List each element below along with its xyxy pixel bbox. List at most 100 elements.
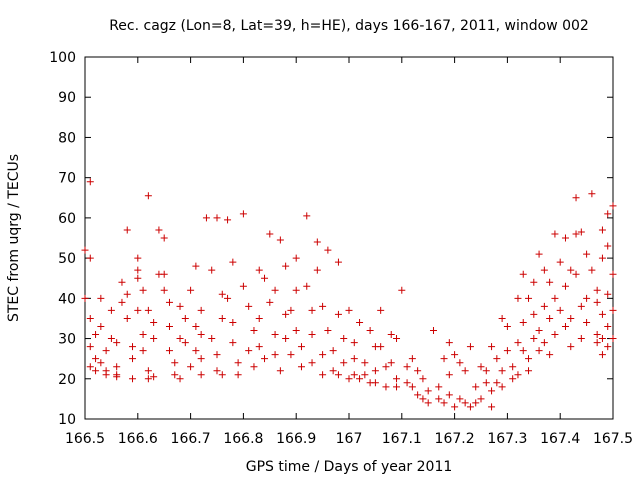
data-point [387, 331, 395, 339]
data-point [271, 286, 279, 294]
data-point [181, 339, 189, 347]
data-point [292, 327, 300, 335]
data-point [213, 351, 221, 359]
data-point [261, 355, 269, 363]
data-point [350, 355, 358, 363]
data-point [567, 266, 575, 274]
data-point [503, 347, 511, 355]
data-point [176, 302, 184, 310]
data-point [514, 371, 522, 379]
data-point [472, 399, 480, 407]
data-point [282, 335, 290, 343]
data-point [477, 395, 485, 403]
data-point [593, 331, 601, 339]
data-point [387, 359, 395, 367]
data-point [250, 363, 258, 371]
data-point [361, 359, 369, 367]
data-point [598, 226, 606, 234]
data-point [86, 343, 94, 351]
data-point [255, 314, 263, 322]
y-tick-label: 80 [58, 130, 76, 146]
data-point [144, 306, 152, 314]
data-point [598, 351, 606, 359]
data-point [218, 290, 226, 298]
tick-marks [84, 56, 614, 420]
data-point [334, 258, 342, 266]
data-point [419, 395, 427, 403]
data-point [519, 270, 527, 278]
data-point [266, 230, 274, 238]
data-point [414, 367, 422, 375]
data-point [282, 262, 290, 270]
data-point [297, 363, 305, 371]
y-tick-label: 90 [58, 90, 76, 106]
data-point [150, 373, 158, 381]
data-point [598, 310, 606, 318]
data-point [345, 375, 353, 383]
x-tick-label: 166.7 [171, 431, 211, 447]
data-point [181, 314, 189, 322]
data-point [150, 335, 158, 343]
y-tick-label: 40 [58, 291, 76, 307]
data-point [456, 395, 464, 403]
data-point [567, 343, 575, 351]
data-point [340, 335, 348, 343]
data-point [160, 270, 168, 278]
data-point [377, 343, 385, 351]
data-point [424, 387, 432, 395]
data-point [350, 371, 358, 379]
data-point [451, 351, 459, 359]
data-point [97, 322, 105, 330]
data-point [604, 242, 612, 250]
x-tick-label: 167.3 [487, 431, 527, 447]
data-point [319, 302, 327, 310]
x-tick-label: 167.4 [540, 431, 580, 447]
data-point [588, 266, 596, 274]
data-point [129, 355, 137, 363]
data-point [292, 286, 300, 294]
data-point [250, 327, 258, 335]
data-point [92, 331, 100, 339]
data-point [313, 238, 321, 246]
data-point [123, 226, 131, 234]
data-point [197, 331, 205, 339]
data-point [213, 214, 221, 222]
data-point [356, 318, 364, 326]
data-point [345, 306, 353, 314]
data-point [171, 371, 179, 379]
data-point [525, 294, 533, 302]
data-point [192, 262, 200, 270]
data-point [509, 375, 517, 383]
data-point [245, 347, 253, 355]
data-point [324, 327, 332, 335]
data-point [609, 202, 617, 210]
data-point [218, 314, 226, 322]
data-point [334, 371, 342, 379]
data-point [398, 286, 406, 294]
data-point [81, 246, 89, 254]
data-point [86, 254, 94, 262]
data-point [197, 306, 205, 314]
data-point [234, 371, 242, 379]
data-point [530, 278, 538, 286]
data-point [107, 306, 115, 314]
data-point [234, 359, 242, 367]
data-point [313, 266, 321, 274]
data-point [593, 286, 601, 294]
data-point [371, 367, 379, 375]
data-point [598, 335, 606, 343]
data-point [213, 367, 221, 375]
data-point [139, 331, 147, 339]
data-point [107, 335, 115, 343]
data-point [609, 335, 617, 343]
data-point [551, 230, 559, 238]
data-point [393, 383, 401, 391]
tick-labels: 166.5 166.6 166.7 166.8 166.9 167 167.1 167.2 16… [49, 50, 633, 447]
y-tick-label: 20 [58, 372, 76, 388]
data-point [329, 347, 337, 355]
data-point [165, 298, 173, 306]
data-point [493, 355, 501, 363]
y-tick-label: 30 [58, 332, 76, 348]
data-point [535, 250, 543, 258]
data-point [593, 339, 601, 347]
